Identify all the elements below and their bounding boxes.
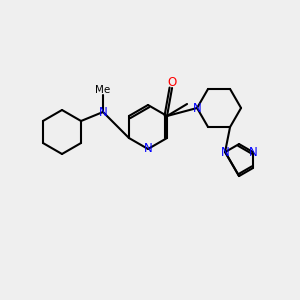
Text: N: N	[248, 146, 257, 159]
Text: N: N	[99, 106, 107, 118]
Text: N: N	[193, 101, 201, 115]
Text: Me: Me	[95, 85, 111, 95]
Text: N: N	[221, 146, 230, 159]
Text: N: N	[144, 142, 152, 155]
Text: O: O	[167, 76, 177, 88]
